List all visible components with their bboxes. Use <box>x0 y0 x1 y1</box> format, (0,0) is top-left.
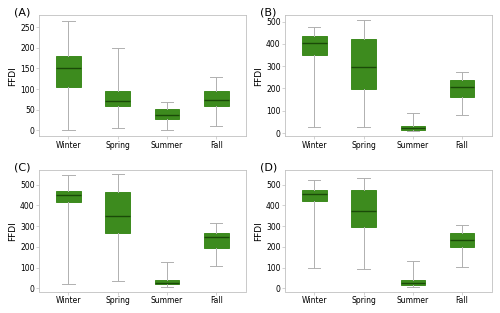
Text: (C): (C) <box>14 163 30 173</box>
PathPatch shape <box>204 233 229 248</box>
PathPatch shape <box>302 36 326 55</box>
PathPatch shape <box>351 190 376 227</box>
PathPatch shape <box>56 56 81 87</box>
PathPatch shape <box>106 192 130 233</box>
PathPatch shape <box>302 190 326 201</box>
Y-axis label: FFDI: FFDI <box>254 66 263 85</box>
PathPatch shape <box>56 191 81 202</box>
PathPatch shape <box>450 80 474 97</box>
PathPatch shape <box>204 91 229 105</box>
PathPatch shape <box>351 39 376 89</box>
PathPatch shape <box>154 109 180 119</box>
PathPatch shape <box>400 280 425 285</box>
Y-axis label: FFDI: FFDI <box>8 221 18 241</box>
PathPatch shape <box>106 91 130 105</box>
PathPatch shape <box>154 280 180 284</box>
Text: (D): (D) <box>260 163 277 173</box>
PathPatch shape <box>400 126 425 130</box>
Text: (A): (A) <box>14 8 30 18</box>
Y-axis label: FFDI: FFDI <box>254 221 263 241</box>
Text: (B): (B) <box>260 8 276 18</box>
Y-axis label: FFDI: FFDI <box>8 66 18 85</box>
PathPatch shape <box>450 233 474 247</box>
